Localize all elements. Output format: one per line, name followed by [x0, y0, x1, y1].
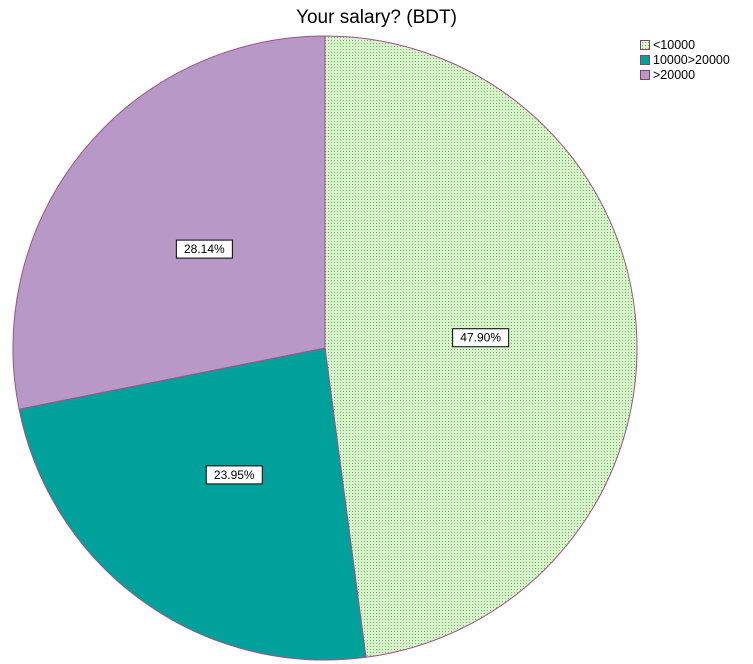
- data-label-text-lt-10000: 47.90%: [460, 331, 501, 345]
- data-label-gt-20000: 28.14%: [175, 239, 233, 259]
- data-label-box-10000-20000: [205, 465, 263, 485]
- legend-label-lt-10000: <10000: [653, 38, 696, 52]
- pie-slice-gt-20000: [12, 35, 326, 410]
- pie-slice-10000-20000: [18, 347, 367, 661]
- data-label-box-gt-20000: [175, 239, 233, 259]
- data-label-text-gt-20000: 28.14%: [184, 242, 225, 256]
- chart-title: Your salary? (BDT): [296, 7, 457, 28]
- data-label-10000-20000: 23.95%: [205, 465, 263, 485]
- legend-swatch-10000-20000: [640, 55, 650, 65]
- legend-swatch-lt-10000: [640, 40, 650, 50]
- legend-item-10000-20000: 10000>20000: [640, 53, 730, 67]
- data-label-lt-10000: 47.90%: [452, 328, 510, 348]
- legend-label-10000-20000: 10000>20000: [653, 53, 730, 67]
- data-label-box-lt-10000: [452, 328, 510, 348]
- legend-item-lt-10000: <10000: [640, 38, 730, 52]
- legend-swatch-gt-20000: [640, 70, 650, 80]
- legend-label-gt-20000: >20000: [653, 68, 696, 82]
- data-label-text-10000-20000: 23.95%: [214, 468, 255, 482]
- legend-item-gt-20000: >20000: [640, 68, 730, 82]
- legend: <10000 10000>20000 >20000: [640, 38, 730, 83]
